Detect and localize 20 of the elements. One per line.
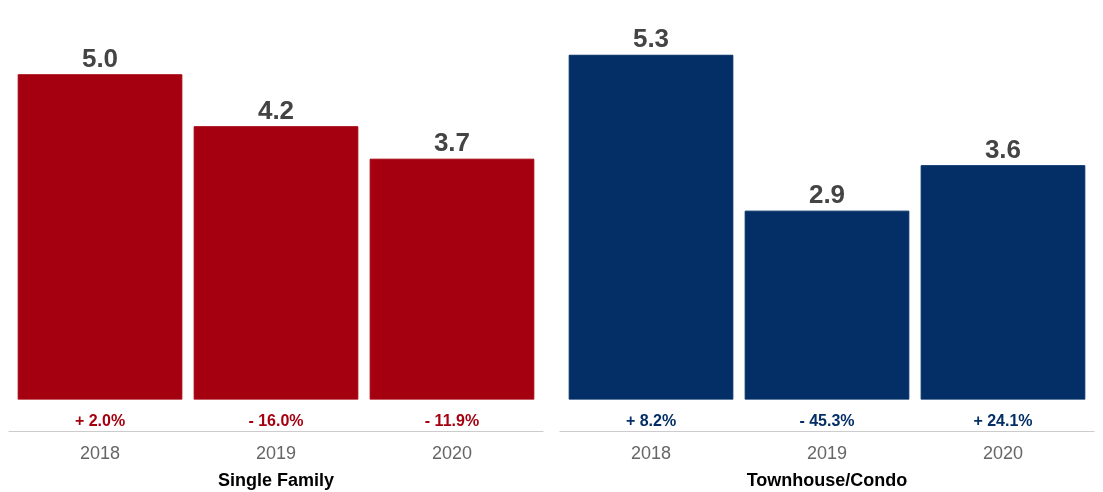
text: + 8.2% (625, 411, 677, 429)
text: + 2.0% (74, 411, 126, 429)
x-axis-title: Single Family (217, 469, 335, 490)
data-label: 5.0 (81, 42, 119, 73)
data-label: 3.6 (984, 133, 1022, 164)
x-tick-label: 2019 (806, 442, 848, 463)
x-tick-label: 2018 (79, 442, 121, 463)
x-tick-label: 2020 (982, 442, 1024, 463)
x-axis-title: Townhouse/Condo (746, 469, 908, 490)
data-label: 5.3 (632, 23, 670, 54)
text: - 11.9% (424, 411, 480, 429)
data-label: 2.9 (808, 179, 846, 210)
text: - 45.3% (799, 411, 855, 429)
data-label: 4.2 (257, 94, 295, 125)
text: + 24.1% (973, 411, 1033, 429)
x-tick-label: 2020 (431, 442, 473, 463)
x-tick-label: 2018 (630, 442, 672, 463)
data-label: 3.7 (433, 127, 471, 158)
x-tick-label: 2019 (255, 442, 297, 463)
text: - 16.0% (248, 411, 304, 429)
